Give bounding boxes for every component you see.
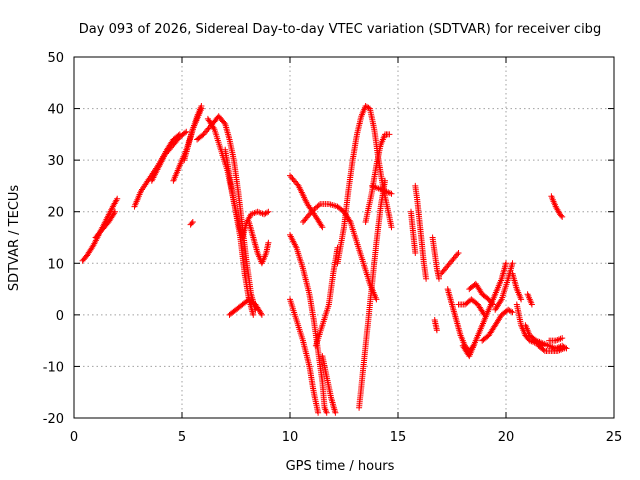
series-arc-32 <box>479 306 516 344</box>
series-arc-22 <box>369 182 395 197</box>
data-point-markers <box>92 208 118 241</box>
chart-title: Day 093 of 2026, Sidereal Day-to-day VTE… <box>79 22 601 37</box>
data-point-markers <box>438 250 462 277</box>
data-point-markers <box>408 208 419 256</box>
series-arc-38 <box>546 335 566 344</box>
x-tick-label: 20 <box>498 430 515 445</box>
data-point-markers <box>187 219 196 228</box>
series-arc-27 <box>431 317 440 334</box>
series-arc-26 <box>438 250 462 277</box>
x-tick-label: 10 <box>282 430 299 445</box>
data-point-markers <box>431 317 440 334</box>
data-point-markers <box>148 128 190 184</box>
marks-layer <box>79 103 570 416</box>
data-point-markers <box>459 260 509 360</box>
y-tick-label: 30 <box>47 154 64 169</box>
series-arc-40 <box>524 291 535 308</box>
series-arc-17 <box>287 172 326 231</box>
y-tick-label: -10 <box>43 360 64 375</box>
series-arc-6 <box>181 103 205 164</box>
series-arc-16 <box>319 353 339 416</box>
series-arc-2 <box>92 208 118 241</box>
y-tick-label: 50 <box>47 51 64 66</box>
series-arc-25 <box>429 234 442 282</box>
series-arc-10 <box>226 296 265 318</box>
y-tick-label: -20 <box>43 412 64 427</box>
axes-layer: 0 5 10 15 20 25 -20 -10 0 10 20 30 40 50 <box>43 51 623 445</box>
series-arc-36 <box>522 322 570 352</box>
y-tick-label: 10 <box>47 257 64 272</box>
data-point-markers <box>479 306 516 344</box>
series-arc-13 <box>287 231 330 416</box>
data-point-markers <box>546 335 566 344</box>
series-arc-37 <box>535 342 568 354</box>
x-tick-label: 15 <box>390 430 407 445</box>
data-point-markers <box>287 296 322 416</box>
series-arc-39 <box>548 193 566 220</box>
data-point-markers <box>362 131 393 225</box>
series-arc-31 <box>459 260 509 360</box>
x-axis-label: GPS time / hours <box>286 459 395 474</box>
y-tick-label: 20 <box>47 206 64 221</box>
series-arc-11 <box>246 219 272 267</box>
x-tick-label: 25 <box>606 430 623 445</box>
y-axis-label: SDTVAR / TECUs <box>7 185 22 292</box>
data-point-markers <box>226 296 265 318</box>
data-point-markers <box>455 296 488 318</box>
x-tick-label: 5 <box>178 430 186 445</box>
data-point-markers <box>548 193 566 220</box>
series-arc-24 <box>408 208 419 256</box>
data-point-markers <box>287 231 330 416</box>
y-tick-label: 40 <box>47 103 64 118</box>
data-point-markers <box>429 234 442 282</box>
data-point-markers <box>181 103 205 164</box>
data-point-markers <box>356 177 388 411</box>
grid-layer <box>74 57 614 418</box>
series-arc-4 <box>148 128 190 184</box>
data-point-markers <box>524 291 535 308</box>
series-arc-14 <box>287 296 322 416</box>
x-tick-label: 0 <box>70 430 78 445</box>
series-arc-21 <box>362 131 393 225</box>
data-point-markers <box>319 353 339 416</box>
series-arc-29 <box>455 296 488 318</box>
data-point-markers <box>287 172 326 231</box>
series-arc-23 <box>412 182 430 282</box>
data-point-markers <box>522 322 570 352</box>
data-point-markers <box>509 270 525 303</box>
series-arc-34 <box>509 270 525 303</box>
series-arc-12 <box>187 219 196 228</box>
data-point-markers <box>369 182 395 197</box>
data-point-markers <box>246 219 272 267</box>
y-tick-label: 0 <box>56 309 64 324</box>
series-arc-15 <box>312 244 341 349</box>
data-point-markers <box>312 244 341 349</box>
series-arc-20 <box>356 177 388 411</box>
data-point-markers <box>412 182 430 282</box>
plot-frame <box>73 56 615 419</box>
data-point-markers <box>535 342 568 354</box>
